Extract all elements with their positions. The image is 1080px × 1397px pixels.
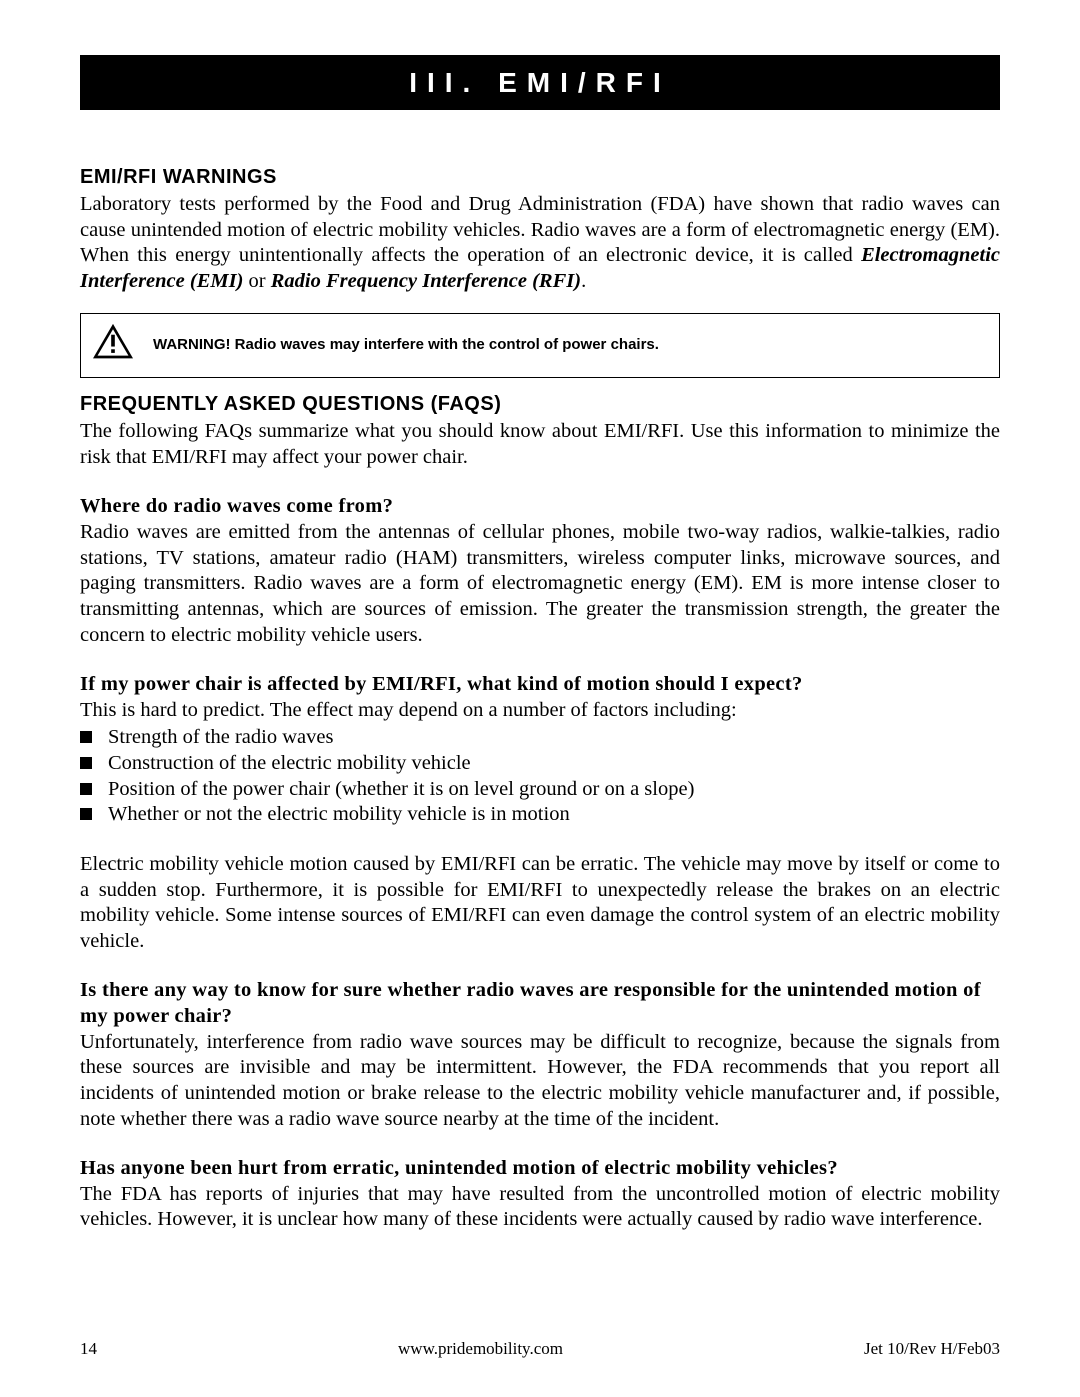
warning-triangle-icon — [91, 322, 135, 370]
warning-text: WARNING! Radio waves may interfere with … — [153, 336, 659, 355]
para-faqs-intro: The following FAQs summarize what you sh… — [80, 419, 1000, 470]
footer-revision: Jet 10/Rev H/Feb03 — [864, 1338, 1000, 1359]
footer-page-number: 14 — [80, 1338, 97, 1359]
faq-q2-intro: This is hard to predict. The effect may … — [80, 698, 1000, 724]
text-run: . — [581, 270, 586, 292]
faq-q2-bullets: Strength of the radio waves Construction… — [80, 725, 1000, 828]
heading-emi-rfi-warnings: EMI/RFI WARNINGS — [80, 165, 1000, 190]
faq-q4-body: The FDA has reports of injuries that may… — [80, 1182, 1000, 1233]
square-bullet-icon — [80, 808, 92, 820]
footer-site: www.pridemobility.com — [398, 1338, 563, 1359]
heading-faqs: FREQUENTLY ASKED QUESTIONS (FAQS) — [80, 392, 1000, 417]
section-banner: III. EMI/RFI — [80, 55, 1000, 110]
faq-q2-after: Electric mobility vehicle motion caused … — [80, 852, 1000, 955]
para-emi-warnings: Laboratory tests performed by the Food a… — [80, 192, 1000, 295]
list-item: Whether or not the electric mobility veh… — [80, 802, 1000, 828]
list-item: Strength of the radio waves — [80, 725, 1000, 751]
faq-q1-title: Where do radio waves come from? — [80, 494, 1000, 520]
faq-q4-title: Has anyone been hurt from erratic, unint… — [80, 1156, 1000, 1182]
square-bullet-icon — [80, 757, 92, 769]
faq-q3-body: Unfortunately, interference from radio w… — [80, 1030, 1000, 1133]
list-item-text: Construction of the electric mobility ve… — [108, 751, 471, 777]
term-rfi: Radio Frequency Interference (RFI) — [271, 270, 581, 292]
list-item-text: Strength of the radio waves — [108, 725, 333, 751]
list-item: Construction of the electric mobility ve… — [80, 751, 1000, 777]
faq-q1-body: Radio waves are emitted from the antenna… — [80, 520, 1000, 648]
list-item-text: Position of the power chair (whether it … — [108, 777, 694, 803]
page-footer: 14 www.pridemobility.com Jet 10/Rev H/Fe… — [80, 1338, 1000, 1359]
text-run: or — [243, 270, 270, 292]
square-bullet-icon — [80, 783, 92, 795]
faq-q3-title: Is there any way to know for sure whethe… — [80, 978, 1000, 1029]
warning-box: WARNING! Radio waves may interfere with … — [80, 313, 1000, 379]
list-item-text: Whether or not the electric mobility veh… — [108, 802, 570, 828]
list-item: Position of the power chair (whether it … — [80, 777, 1000, 803]
square-bullet-icon — [80, 731, 92, 743]
faq-q2-title: If my power chair is affected by EMI/RFI… — [80, 672, 1000, 698]
